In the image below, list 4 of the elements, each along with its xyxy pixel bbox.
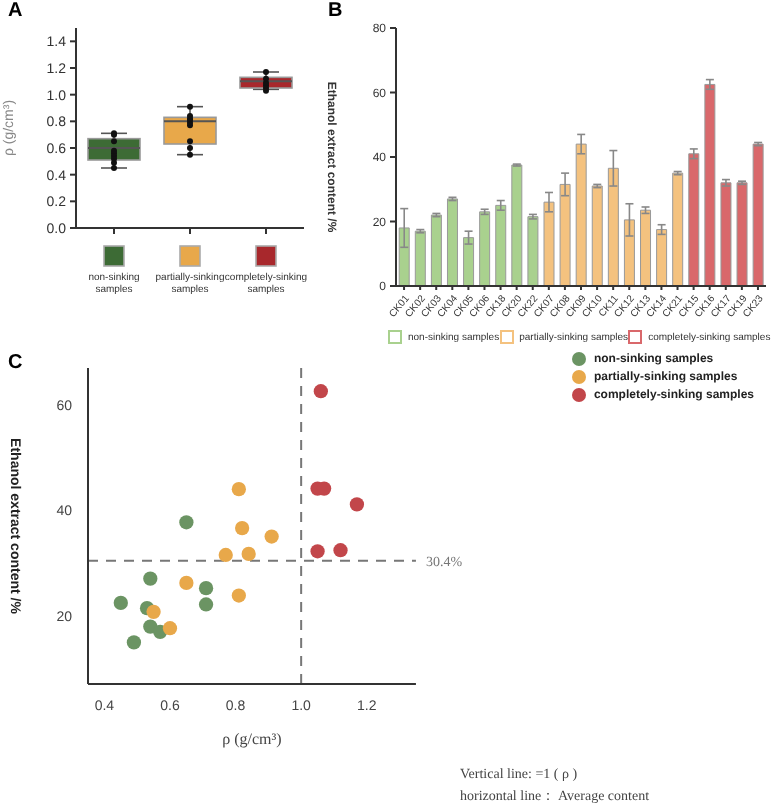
chart-title: C (8, 352, 23, 374)
chart-title: B (328, 0, 343, 22)
chart-title: A (8, 0, 23, 22)
x-axis-title: ρ (g/cm³) (222, 730, 283, 748)
